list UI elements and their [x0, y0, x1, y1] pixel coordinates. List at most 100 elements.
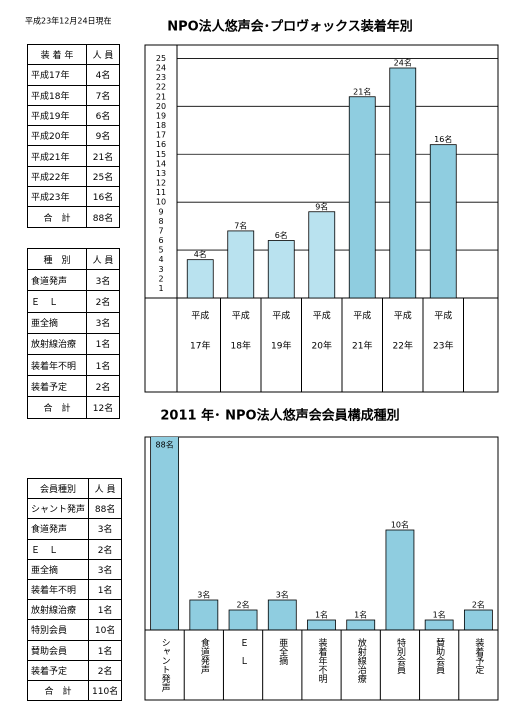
cell: 4名 — [86, 64, 120, 86]
table: 会員種別人 員シャント発声 88名 食道発声 3名 Ｅ Ｌ 2名 亜全摘 3名 装着年不明 1名放… — [26, 477, 123, 702]
x-tick-label: 21年 — [352, 340, 372, 352]
data-label: 24名 — [394, 58, 412, 68]
bar — [267, 599, 297, 631]
y-tick-label: 6 — [158, 236, 163, 245]
data-label: 4名 — [194, 249, 207, 259]
table-header: 会員種別人 員 — [26, 477, 123, 500]
data-label: 2名 — [472, 600, 485, 610]
cell: 平成18年 — [27, 84, 87, 106]
header-cell: 人 員 — [86, 43, 120, 66]
table-row: 装着年不明 1名 — [27, 353, 120, 377]
table-row: 放射線治療 1名 — [27, 332, 120, 355]
data-label: 10名 — [391, 520, 409, 530]
cell: 平成17年 — [27, 64, 87, 86]
table-row: 装着予定 2名 — [26, 659, 123, 681]
x-tick-label: 食道発声 — [199, 637, 210, 675]
cell: 3名 — [88, 518, 123, 540]
y-tick-label: 4 — [158, 255, 163, 264]
cell: 食道発声 — [26, 518, 90, 540]
x-tick-label: 17年 — [190, 340, 210, 352]
bar — [186, 259, 214, 299]
y-tick-label: 21 — [156, 92, 166, 101]
cell: 9名 — [86, 125, 120, 147]
table-row: 平成19年 6名 — [27, 104, 120, 127]
bar — [307, 619, 336, 631]
data-label: 3名 — [197, 590, 210, 600]
table-row: Ｅ Ｌ 2名 — [26, 538, 123, 560]
cell: 合 計 — [27, 396, 87, 419]
y-tick-label: 12 — [156, 179, 166, 188]
bar — [463, 609, 493, 631]
y-tick-label: 5 — [158, 246, 163, 255]
cell: 3名 — [86, 311, 120, 334]
cell: 3名 — [86, 269, 120, 292]
bar — [429, 144, 457, 299]
cell: 21名 — [86, 145, 120, 167]
header-cell: 人 員 — [86, 247, 120, 271]
chart-frame — [144, 436, 499, 701]
table-row: 亜全摘 3名 — [27, 311, 120, 334]
table-header: 装 着 年人 員 — [27, 43, 120, 66]
cell: 特別会員 — [26, 619, 90, 641]
y-tick-label: 11 — [156, 188, 166, 197]
x-tick-label: 18年 — [231, 340, 251, 352]
cell: 1名 — [86, 332, 120, 355]
data-label: 6名 — [275, 230, 288, 240]
cell: 亜全摘 — [26, 558, 90, 580]
x-tick-label: 装着年不明 — [317, 637, 328, 684]
cell: 2名 — [88, 538, 123, 560]
table: 装 着 年人 員平成17年 4名 平成18年 7名 平成19年 6名 平成20年 9名 平成21… — [27, 43, 120, 228]
cell: 1名 — [86, 353, 120, 377]
table-row: 平成21年 21名 — [27, 145, 120, 167]
cell: 亜全摘 — [27, 311, 87, 334]
data-label: 3名 — [276, 590, 289, 600]
cell: 平成23年 — [27, 186, 87, 208]
table-row: 放射線治療 1名 — [26, 599, 123, 621]
cell: 放射線治療 — [26, 599, 90, 621]
chart-title: 2011 年･ NPO法人悠声会会員構成種別 — [160, 408, 399, 424]
cell: 1名 — [88, 639, 123, 661]
table-row: 特別会員 10名 — [26, 619, 123, 641]
cell: Ｅ Ｌ — [27, 290, 87, 313]
cell: 合 計 — [27, 206, 87, 228]
y-tick-label: 7 — [158, 226, 163, 235]
cell: 合 計 — [26, 679, 90, 702]
cell: Ｅ Ｌ — [26, 538, 90, 560]
table-row: 平成17年 4名 — [27, 64, 120, 86]
cell: 2名 — [86, 375, 120, 398]
cell: 装着年不明 — [26, 578, 90, 601]
table-row: 賛助会員 1名 — [26, 639, 123, 661]
cell: 110名 — [88, 679, 123, 702]
data-label: 2名 — [237, 600, 250, 610]
cell: 平成22年 — [27, 165, 87, 188]
x-tick-label: 特別会員 — [395, 637, 406, 675]
cell: 1名 — [88, 578, 123, 601]
table-row: Ｅ Ｌ 2名 — [27, 290, 120, 313]
table-row: 平成20年 9名 — [27, 125, 120, 147]
bar — [150, 437, 180, 631]
data-label: 7名 — [234, 220, 247, 230]
cell: 25名 — [86, 165, 120, 188]
table-header: 種 別人 員 — [27, 247, 120, 271]
cell: 10名 — [88, 619, 123, 641]
table: 種 別人 員食道発声 3名 Ｅ Ｌ 2名 亜全摘 3名 放射線治療 1名 装着年不明 1名 装着予定… — [27, 247, 120, 419]
table-row: 平成18年 7名 — [27, 84, 120, 106]
table-row: 平成22年 25名 — [27, 165, 120, 188]
y-tick-label: 15 — [156, 150, 166, 159]
y-tick-label: 19 — [156, 111, 166, 120]
y-tick-label: 13 — [156, 169, 166, 178]
chart-title: NPO法人悠声会･プロヴォックス装着年別 — [167, 19, 413, 35]
y-tick-label: 2 — [158, 274, 163, 283]
x-tick-label: 賛助会員 — [434, 637, 445, 675]
x-tick-label: 平成 — [272, 310, 290, 322]
table-row: 合 計 110名 — [26, 679, 123, 702]
x-tick-label: 平成 — [232, 310, 250, 322]
cell: 16名 — [86, 186, 120, 208]
data-label: 1名 — [354, 610, 367, 620]
bar — [227, 230, 255, 299]
x-tick-label: 亜全摘 — [277, 638, 288, 666]
y-tick-label: 23 — [156, 73, 166, 82]
header-cell: 種 別 — [27, 247, 87, 271]
x-tick-label: 20年 — [312, 340, 332, 352]
